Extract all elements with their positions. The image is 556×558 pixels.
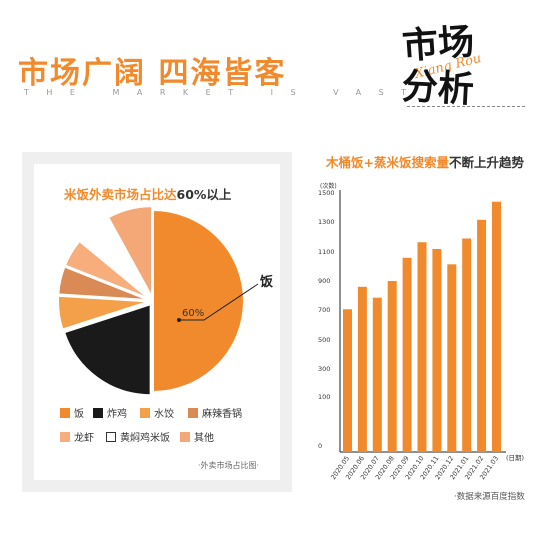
pie-slice-5: [63, 239, 151, 300]
legend-swatch: [93, 407, 103, 418]
bar-2020.05: [343, 309, 352, 452]
bar-2020.08: [387, 281, 397, 452]
pie-slice-2: [62, 302, 152, 397]
bar-y-axis-label: (次数): [320, 182, 337, 190]
bar-2020.09: [402, 257, 412, 452]
pie-chart: [57, 205, 245, 397]
bar-2020.10: [417, 242, 427, 452]
legend-swatch: [180, 431, 190, 442]
legend-item-1: 饭: [60, 405, 84, 420]
bar-x-axis-label: (日期): [506, 454, 524, 462]
bar-y-tick-label: 900: [318, 277, 330, 285]
page-title: 市场广阔 四海皆客: [18, 56, 287, 91]
bar-y-tick-label: 300: [318, 365, 330, 373]
pie-slice-4: [57, 265, 150, 302]
header-divider: [407, 106, 525, 107]
bar-2021.01: [462, 238, 472, 452]
bar-y-tick-label: 100: [318, 393, 330, 401]
bar-y-tick-label: 0: [318, 442, 322, 450]
bar-2020.11: [432, 249, 442, 452]
pie-slice-3: [57, 294, 150, 331]
legend-label: 其他: [194, 433, 214, 444]
legend-swatch: [106, 431, 116, 442]
pie-callout-line: [179, 283, 259, 321]
legend-swatch: [60, 431, 70, 442]
bar-2020.12: [447, 264, 457, 452]
legend-label: 炸鸡: [107, 409, 127, 420]
pie-title-part2: 60%以上: [176, 187, 232, 202]
pie-slice-1: [152, 208, 245, 394]
pie-slice-7: [106, 205, 154, 298]
legend-item-5: 龙虾: [60, 429, 94, 444]
bar-2021.02: [477, 219, 487, 452]
bar-y-tick-label: 1100: [318, 248, 335, 256]
page-subtitle: THE MARKET IS VAST: [24, 88, 424, 97]
legend-item-6: 黄焖鸡米饭: [106, 429, 170, 444]
legend-item-3: 水饺: [140, 405, 174, 420]
legend-swatch: [60, 407, 70, 418]
pie-chart-title: 米饭外卖市场占比达60%以上: [64, 184, 231, 203]
legend-item-7: 其他: [180, 429, 214, 444]
bar-y-tick-label: 500: [318, 336, 330, 344]
pie-caption: ·外卖市场占比图·: [198, 461, 260, 470]
bar-y-tick-label: 1300: [318, 218, 335, 226]
bar-chart-title: 木桶饭+蒸米饭搜索量不断上升趋势: [326, 152, 524, 171]
pie-callout-label: 饭: [259, 274, 273, 290]
legend-label: 麻辣香锅: [202, 409, 242, 420]
bar-2021.03: [492, 201, 501, 452]
bar-caption: ·数据来源百度指数: [454, 492, 525, 502]
pie-slice-6: [78, 216, 152, 299]
bar-title-part1: 木桶饭+蒸米饭搜索量: [326, 155, 449, 170]
legend-item-4: 麻辣香锅: [188, 405, 242, 420]
pie-callout-dot: [177, 318, 181, 322]
legend-label: 饭: [74, 409, 84, 420]
legend-item-2: 炸鸡: [93, 405, 127, 420]
legend-swatch: [140, 407, 150, 418]
pie-title-part1: 米饭外卖市场占比达: [64, 187, 177, 202]
bar-title-part2: 不断上升趋势: [448, 155, 524, 170]
bar-y-tick-label: 700: [318, 306, 330, 314]
bar-2020.07: [372, 297, 382, 452]
legend-label: 黄焖鸡米饭: [120, 433, 170, 444]
legend-label: 水饺: [154, 409, 174, 420]
legend-label: 龙虾: [74, 433, 94, 444]
legend-swatch: [188, 407, 198, 418]
bar-2020.06: [357, 286, 367, 452]
pie-callout: 60% 饭: [177, 274, 273, 322]
bar-chart: (次数)01003005007009001100130015002020.052…: [318, 182, 524, 481]
pie-slice-label: 60%: [182, 308, 204, 319]
bar-y-tick-label: 1500: [318, 189, 335, 197]
